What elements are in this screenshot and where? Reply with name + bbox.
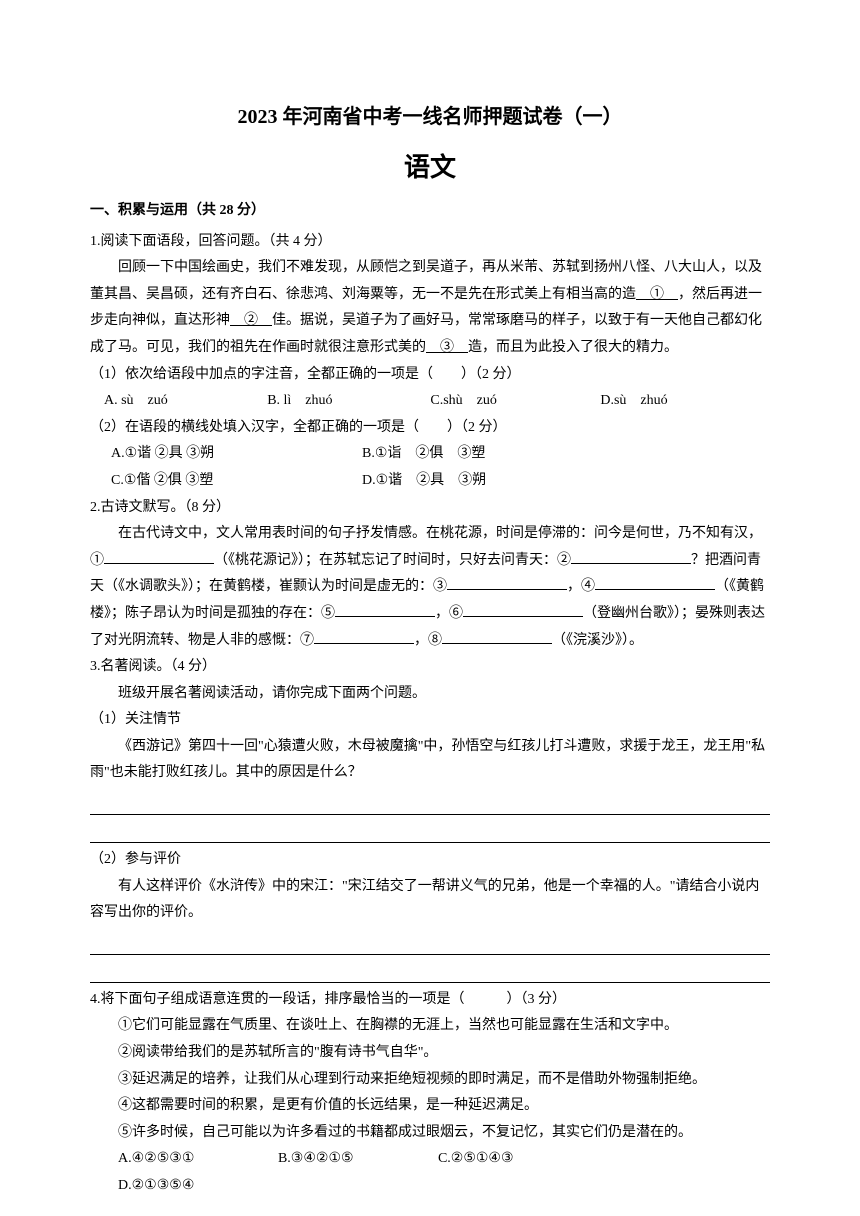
q4-item-1: ①它们可能显露在气质里、在谈吐上、在胸襟的无涯上，当然也可能显露在生活和文字中。 (90, 1013, 770, 1040)
q1-blank-3: ③ (426, 340, 468, 355)
q2-blank-4[interactable] (595, 589, 715, 590)
q1s2-opt-d[interactable]: D.①谐 ②具 ③朔 (362, 468, 770, 495)
q1-char-zhuo: 琢 (496, 313, 510, 328)
q1-sub1-options: A. sù zuó B. lì zhuó C.shù zuó D.sù zhuó (90, 388, 770, 415)
q1-passage: 回顾一下中国绘画史，我们不难发现，从顾恺之到吴道子，再从米芾、苏轼到扬州八怪、八… (90, 255, 770, 361)
answer-line[interactable] (90, 819, 770, 843)
q4-item-4: ④这都需要时间的积累，是更有价值的长远结果，是一种延迟满足。 (90, 1093, 770, 1120)
q1-text-d: 佳。据说，吴道子为了画好马，常常 (272, 313, 496, 328)
q3-sub2-label: （2）参与评价 (90, 847, 770, 874)
q1-text-b: 等，无一不是先在形式美上有相当高的造 (384, 287, 636, 302)
q1s1-opt-c[interactable]: C.shù zuó (416, 388, 586, 415)
q1-sub2: （2）在语段的横线处填入汉字，全都正确的一项是（ ）（2 分） (90, 415, 770, 442)
q2-blank-8[interactable] (442, 643, 552, 644)
q2-blank-6[interactable] (463, 616, 583, 617)
answer-line[interactable] (90, 791, 770, 815)
q1-sub1: （1）依次给语段中加点的字注音，全都正确的一项是（ ）（2 分） (90, 362, 770, 389)
q4-opt-d[interactable]: D.②①③⑤④ (118, 1173, 274, 1200)
q3-sub1-label: （1）关注情节 (90, 707, 770, 734)
q1s2-opt-a[interactable]: A.①谐 ②具 ③朔 (90, 441, 362, 468)
q1-blank-2: ② (230, 313, 272, 328)
q4-item-3: ③延迟满足的培养，让我们从心理到行动来拒绝短视频的即时满足，而不是借助外物强制拒… (90, 1067, 770, 1094)
q4-opt-a[interactable]: A.④②⑤③① (118, 1146, 274, 1173)
q4-item-2: ②阅读带给我们的是苏轼所言的"腹有诗书气自华"。 (90, 1040, 770, 1067)
q4-options: A.④②⑤③① B.③④②①⑤ C.②⑤①④③ D.②①③⑤④ (90, 1146, 770, 1199)
q1s1-opt-b[interactable]: B. lì zhuó (253, 388, 416, 415)
section-header: 一、积累与运用（共 28 分） (90, 198, 770, 225)
q2-blank-5[interactable] (335, 616, 435, 617)
q1s2-opt-c[interactable]: C.①偕 ②俱 ③塑 (90, 468, 362, 495)
q2-h: ，⑧ (414, 633, 442, 648)
q2-text: 在古代诗文中，文人常用表时间的句子抒发情感。在桃花源，时间是停滞的：问今是何世，… (90, 521, 770, 654)
q3-number: 3.名著阅读。（4 分） (90, 654, 770, 681)
q2-f: ，⑥ (435, 606, 463, 621)
exam-title: 2023 年河南省中考一线名师押题试卷（一） (90, 100, 770, 129)
q2-d: ，④ (567, 579, 595, 594)
q1-sub2-options: A.①谐 ②具 ③朔 B.①诣 ②俱 ③塑 C.①偕 ②俱 ③塑 D.①谐 ②具… (90, 441, 770, 494)
q4-opt-b[interactable]: B.③④②①⑤ (278, 1146, 434, 1173)
q4-item-5: ⑤许多时候，自己可能以为许多看过的书籍都成过眼烟云，不复记忆，其实它们仍是潜在的… (90, 1120, 770, 1147)
q2-i: （《浣溪沙》）。 (552, 633, 643, 648)
answer-line[interactable] (90, 931, 770, 955)
exam-subject: 语文 (90, 147, 770, 184)
q3-intro: 班级开展名著阅读活动，请你完成下面两个问题。 (90, 681, 770, 708)
q1-blank-1: ① (636, 287, 678, 302)
q2-blank-1[interactable] (104, 563, 214, 564)
q2-blank-2[interactable] (571, 563, 691, 564)
q1-number: 1.阅读下面语段，回答问题。（共 4 分） (90, 229, 770, 256)
q2-blank-7[interactable] (314, 643, 414, 644)
q3-sub1-text: 《西游记》第四十一回"心猿遭火败，木母被魔擒"中，孙悟空与红孩儿打斗遭败，求援于… (90, 734, 770, 787)
q1s2-opt-b[interactable]: B.①诣 ②俱 ③塑 (362, 441, 770, 468)
q2-blank-3[interactable] (447, 589, 567, 590)
q1-text-f: 造，而且为此投入了很大的精力。 (468, 340, 678, 355)
q2-b: （《桃花源记》）；在苏轼忘记了时间时，只好去问青天：② (214, 553, 571, 568)
q1-char-su: 粟 (370, 287, 384, 302)
q4-opt-c[interactable]: C.②⑤①④③ (438, 1146, 621, 1173)
q1s1-opt-a[interactable]: A. sù zuó (90, 388, 253, 415)
answer-line[interactable] (90, 959, 770, 983)
q3-sub2-text: 有人这样评价《水浒传》中的宋江："宋江结交了一帮讲义气的兄弟，他是一个幸福的人。… (90, 874, 770, 927)
q1s1-opt-d[interactable]: D.sù zhuó (586, 388, 770, 415)
q2-number: 2.古诗文默写。（8 分） (90, 495, 770, 522)
q4-number: 4.将下面句子组成语意连贯的一段话，排序最恰当的一项是（ ）（3 分） (90, 987, 770, 1014)
